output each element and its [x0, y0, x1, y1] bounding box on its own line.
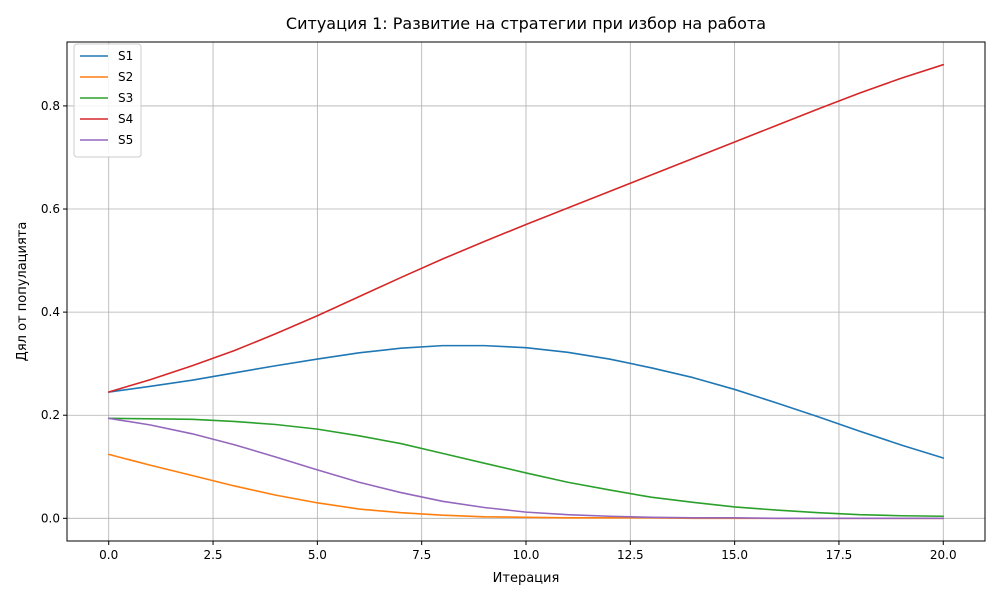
x-tick-label: 0.0 — [99, 548, 118, 562]
axis-ticks: 0.0 2.5 5.0 7.5 10.0 12.5 15.0 17.5 20.0 0.0 0.2 0.… — [41, 99, 957, 562]
y-axis-label: Дял от популацията — [15, 222, 30, 362]
legend: S1 S2 S3 S4 S5 — [73, 43, 142, 158]
legend-label-s1: S1 — [118, 49, 133, 63]
series-lines — [107, 63, 945, 520]
series-line-s5 — [107, 417, 945, 520]
x-tick-label: 15.0 — [721, 548, 748, 562]
x-tick-label: 20.0 — [930, 548, 957, 562]
y-tick-label: 0.0 — [41, 511, 60, 525]
series-line-s1 — [107, 344, 945, 459]
legend-label-s5: S5 — [118, 133, 133, 147]
y-tick-label: 0.6 — [41, 202, 60, 216]
legend-label-s2: S2 — [118, 70, 133, 84]
x-tick-label: 10.0 — [513, 548, 540, 562]
y-tick-label: 0.8 — [41, 99, 60, 113]
chart-title: Ситуация 1: Развитие на стратегии при из… — [286, 14, 766, 33]
x-tick-label: 7.5 — [412, 548, 431, 562]
x-tick-label: 12.5 — [617, 548, 644, 562]
series-line-s4 — [107, 63, 945, 393]
x-tick-label: 5.0 — [308, 548, 327, 562]
legend-label-s4: S4 — [118, 112, 133, 126]
x-tick-label: 17.5 — [826, 548, 853, 562]
y-tick-label: 0.4 — [41, 305, 60, 319]
legend-label-s3: S3 — [118, 91, 133, 105]
legend-box — [73, 43, 142, 158]
y-tick-label: 0.2 — [41, 408, 60, 422]
x-tick-label: 2.5 — [203, 548, 222, 562]
series-line-s3 — [107, 417, 945, 518]
x-axis-label: Итерация — [493, 571, 560, 586]
